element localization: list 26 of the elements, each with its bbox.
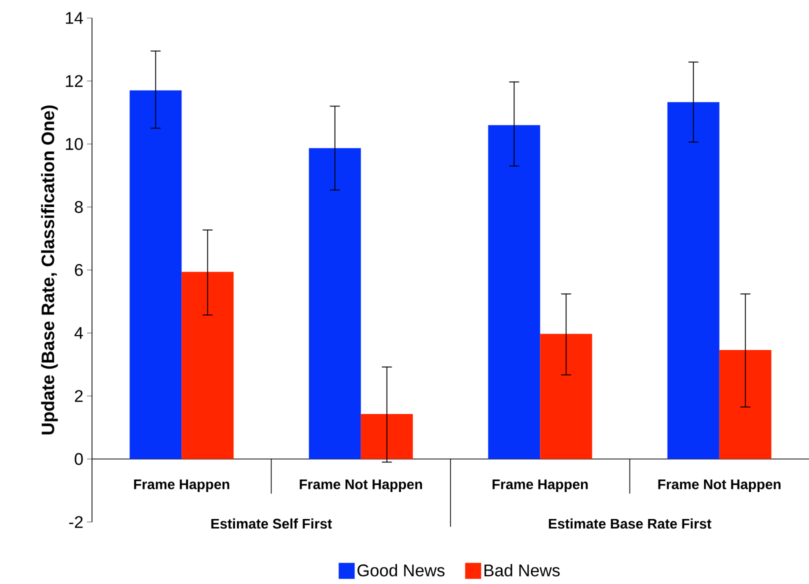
bar — [308, 148, 361, 459]
x-tick-label: Frame Happen — [492, 480, 588, 492]
bar — [719, 350, 772, 459]
y-tick-label: 2 — [74, 390, 83, 402]
bar — [540, 334, 592, 459]
y-axis-title: Update (Base Rate, Classification One) — [41, 105, 58, 434]
y-tick-label: 12 — [66, 75, 83, 87]
bar — [130, 90, 182, 459]
y-tick-label: 10 — [66, 138, 83, 150]
bar — [360, 414, 413, 459]
y-tick-label: 8 — [74, 200, 83, 213]
x-tick-label: Frame Happen — [134, 480, 230, 492]
annotation: Estimate Self First — [211, 518, 332, 529]
bar — [182, 272, 234, 459]
annotation: Estimate Base Rate First — [548, 518, 712, 529]
legend-label: Bad News — [484, 564, 560, 576]
bar — [488, 125, 540, 459]
y-tick-label: -2 — [69, 516, 83, 528]
legend-label: Good News — [358, 564, 445, 576]
y-tick-label: 4 — [74, 327, 83, 339]
y-tick-label: 14 — [66, 12, 83, 24]
y-tick-label: 0 — [74, 452, 83, 465]
x-tick-label: Frame Not Happen — [300, 480, 422, 492]
x-tick-label: Frame Not Happen — [658, 480, 780, 492]
y-tick-label: 6 — [74, 264, 83, 276]
bar — [667, 102, 720, 459]
